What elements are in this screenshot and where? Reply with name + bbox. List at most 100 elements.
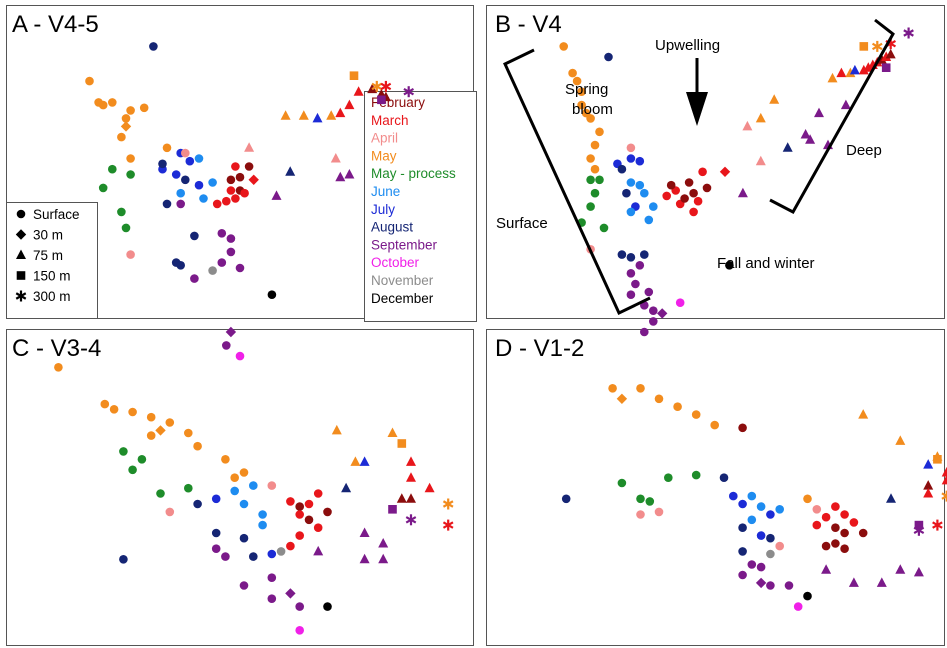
data-point-circle xyxy=(211,494,221,504)
data-point-circle xyxy=(194,154,204,163)
data-point-circle xyxy=(267,481,277,490)
data-point-circle xyxy=(121,114,131,123)
data-point-circle xyxy=(725,261,734,270)
data-point-circle xyxy=(267,573,277,582)
data-point-circle xyxy=(108,164,117,174)
data-point-circle xyxy=(239,533,249,543)
data-point-circle xyxy=(631,279,640,289)
data-point-square xyxy=(859,42,869,51)
deep-label: Deep xyxy=(846,142,882,159)
data-point-circle xyxy=(313,523,323,532)
data-point-circle xyxy=(239,468,249,477)
data-point-diamond xyxy=(225,326,237,338)
data-point-circle xyxy=(222,196,231,206)
data-point-triangle xyxy=(344,99,355,110)
data-point-circle xyxy=(117,207,126,217)
data-point-circle xyxy=(286,541,295,551)
data-point-triangle xyxy=(923,459,934,469)
data-point-triangle xyxy=(821,564,832,574)
data-point-circle xyxy=(577,87,586,96)
data-point-asterisk xyxy=(405,514,417,526)
month-legend-item: October xyxy=(371,255,420,270)
depth-legend-marker xyxy=(15,229,27,240)
data-point-diamond xyxy=(120,121,132,132)
data-point-circle xyxy=(126,170,135,179)
panel-b-frame xyxy=(486,5,945,319)
data-point-triangle xyxy=(359,527,370,537)
data-point-circle xyxy=(98,183,108,193)
data-point-circle xyxy=(626,207,636,217)
data-point-circle xyxy=(840,510,849,519)
data-point-circle xyxy=(109,405,119,414)
data-point-circle xyxy=(226,175,236,185)
month-legend-item: May xyxy=(371,148,397,163)
data-point-circle xyxy=(568,68,577,78)
data-point-triangle xyxy=(280,110,291,120)
data-point-circle xyxy=(645,497,655,506)
data-point-triangle xyxy=(737,187,748,198)
data-point-circle xyxy=(577,100,586,110)
data-point-circle xyxy=(190,231,199,241)
data-point-circle xyxy=(747,560,757,569)
panel-c-title: C - V3-4 xyxy=(12,335,101,362)
data-point-circle xyxy=(199,194,208,203)
data-point-circle xyxy=(775,505,784,514)
panel-c-points xyxy=(54,363,454,635)
depth-legend-marker xyxy=(16,249,26,259)
data-point-circle xyxy=(217,229,227,238)
data-point-circle xyxy=(821,512,831,522)
data-point-circle xyxy=(766,533,775,543)
data-point-triangle xyxy=(406,472,416,482)
data-point-circle xyxy=(738,547,747,556)
data-point-triangle xyxy=(913,566,924,577)
data-point-circle xyxy=(240,188,249,198)
data-point-circle xyxy=(231,162,240,171)
data-point-triangle xyxy=(326,110,337,120)
panel-c-frame xyxy=(6,329,474,646)
data-point-circle xyxy=(626,154,636,163)
month-legend-item: April xyxy=(371,131,398,146)
data-point-asterisk xyxy=(442,498,454,510)
data-point-circle xyxy=(176,199,185,209)
data-point-square xyxy=(397,439,407,448)
data-point-asterisk xyxy=(903,27,914,39)
data-point-circle xyxy=(146,412,156,422)
data-point-circle xyxy=(98,100,108,110)
data-point-triangle xyxy=(895,435,906,445)
data-point-circle xyxy=(235,172,245,182)
data-point-circle xyxy=(217,258,227,267)
data-point-circle xyxy=(139,103,149,113)
data-point-circle xyxy=(840,528,849,538)
data-point-circle xyxy=(108,98,117,107)
data-point-triangle xyxy=(840,99,851,110)
data-point-triangle xyxy=(800,129,811,139)
data-point-circle xyxy=(239,581,249,590)
data-point-circle xyxy=(636,384,645,393)
data-point-circle xyxy=(738,499,747,509)
data-point-circle xyxy=(698,167,707,177)
data-point-triangle xyxy=(424,482,435,493)
data-point-square xyxy=(377,95,386,105)
data-point-triangle xyxy=(805,134,816,144)
data-point-triangle xyxy=(814,107,824,118)
data-point-circle xyxy=(617,250,627,259)
data-point-circle xyxy=(599,223,609,233)
data-point-circle xyxy=(622,188,631,198)
data-point-circle xyxy=(137,455,147,464)
deep-bracket xyxy=(769,18,895,215)
depth-legend-box xyxy=(6,202,98,319)
data-point-circle xyxy=(208,178,217,187)
data-point-circle xyxy=(165,418,175,427)
data-point-circle xyxy=(756,531,766,540)
data-point-triangle xyxy=(298,110,309,120)
data-point-triangle xyxy=(359,553,370,564)
data-point-circle xyxy=(640,250,649,259)
data-point-circle xyxy=(747,491,757,501)
data-point-circle xyxy=(162,199,172,209)
data-point-circle xyxy=(586,154,595,163)
data-point-triangle xyxy=(836,67,847,78)
data-point-circle xyxy=(184,428,193,438)
data-point-triangle xyxy=(313,545,324,556)
data-point-circle xyxy=(128,465,137,475)
